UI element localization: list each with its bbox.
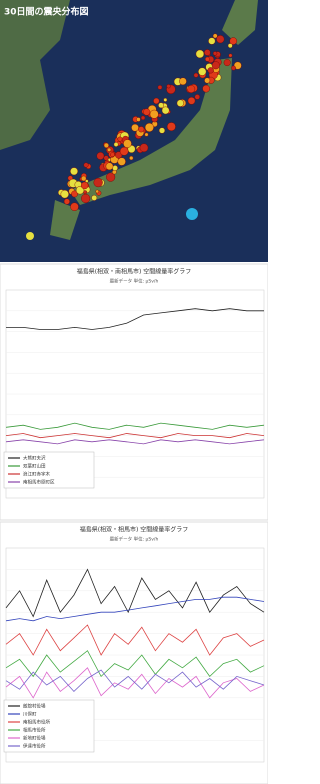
chart-title: 福島県(相双・相馬市) 空間線量率グラフ (80, 526, 189, 534)
epicenter (111, 153, 115, 157)
legend-label: 南相馬市役所 (23, 719, 50, 726)
epicenter (92, 195, 97, 200)
epicenter (114, 142, 118, 146)
epicenter (141, 116, 145, 120)
epicenter (131, 124, 138, 131)
epicenter (153, 98, 159, 104)
legend-label: 双葉町山田 (23, 463, 46, 470)
epicenter (162, 107, 169, 114)
legend-label: 相馬市役所 (23, 727, 46, 734)
epicenter (70, 168, 77, 175)
epicenter (186, 208, 198, 220)
legend-label: 浪江町赤宇木 (23, 471, 50, 478)
epicenter (195, 94, 200, 99)
epicenter (94, 178, 103, 187)
epicenter (179, 78, 186, 85)
epicenter (81, 182, 88, 189)
epicenter (224, 59, 231, 66)
epicenter (158, 103, 163, 108)
epicenter (196, 50, 204, 58)
legend-label: 南相馬市原町区 (23, 479, 55, 486)
epicenter (107, 148, 111, 152)
epicenter (81, 194, 90, 203)
epicenter (106, 163, 113, 170)
epicenter (208, 38, 215, 45)
epicenter (216, 35, 224, 43)
epicenter (64, 199, 70, 205)
chart-subtitle: 最新データ 単位: μSv/h (110, 278, 159, 285)
epicenter (61, 190, 69, 198)
legend-label: 川俣町 (23, 711, 37, 718)
epicenter (143, 109, 150, 116)
epicenter (231, 66, 235, 70)
epicenter (167, 84, 171, 88)
epicenter (145, 133, 149, 137)
epicenter (145, 123, 154, 132)
epicenter (177, 100, 184, 107)
epicenter (96, 190, 99, 193)
legend-label: 大熊町夫沢 (23, 455, 46, 462)
epicenter (204, 49, 210, 55)
epicenter (97, 152, 104, 159)
epicenter (228, 43, 232, 47)
legend (4, 700, 94, 752)
epicenter (120, 147, 128, 155)
epicenter (194, 73, 198, 77)
epicenter (123, 140, 131, 148)
epicenter (136, 117, 140, 121)
epicenter (129, 156, 133, 160)
epicenter (104, 143, 109, 148)
epicenter (150, 110, 158, 118)
epicenter (164, 98, 167, 101)
chart-subtitle: 最新データ 単位: μSv/h (110, 536, 159, 543)
epicenter (118, 137, 123, 142)
epicenter (204, 78, 210, 84)
chart-title: 福島県(相双・南相馬市) 空間線量率グラフ (77, 268, 192, 276)
epicenter (118, 158, 126, 166)
epicenter (104, 156, 109, 161)
legend-label: 新地町役場 (23, 735, 46, 742)
epicenter (203, 85, 210, 92)
epicenter (229, 54, 233, 58)
epicenter (26, 232, 34, 240)
epicenter (205, 57, 209, 61)
legend-label: 伊達市役所 (23, 743, 46, 750)
epicenter (213, 51, 217, 55)
epicenter (138, 126, 144, 132)
legend-label: 飯舘村役場 (23, 703, 46, 710)
epicenter (188, 97, 195, 104)
epicenter (84, 163, 89, 168)
epicenter (70, 203, 78, 211)
epicenter (187, 85, 195, 93)
epicenter (81, 176, 86, 181)
epicenter (158, 85, 162, 89)
epicenter (212, 61, 220, 69)
epicenter (159, 128, 165, 134)
epicenter (208, 67, 214, 73)
epicenter (198, 68, 206, 76)
epicenter (140, 144, 148, 152)
map-title: 30日間の震央分布図 (4, 6, 89, 18)
epicenter (167, 122, 175, 130)
